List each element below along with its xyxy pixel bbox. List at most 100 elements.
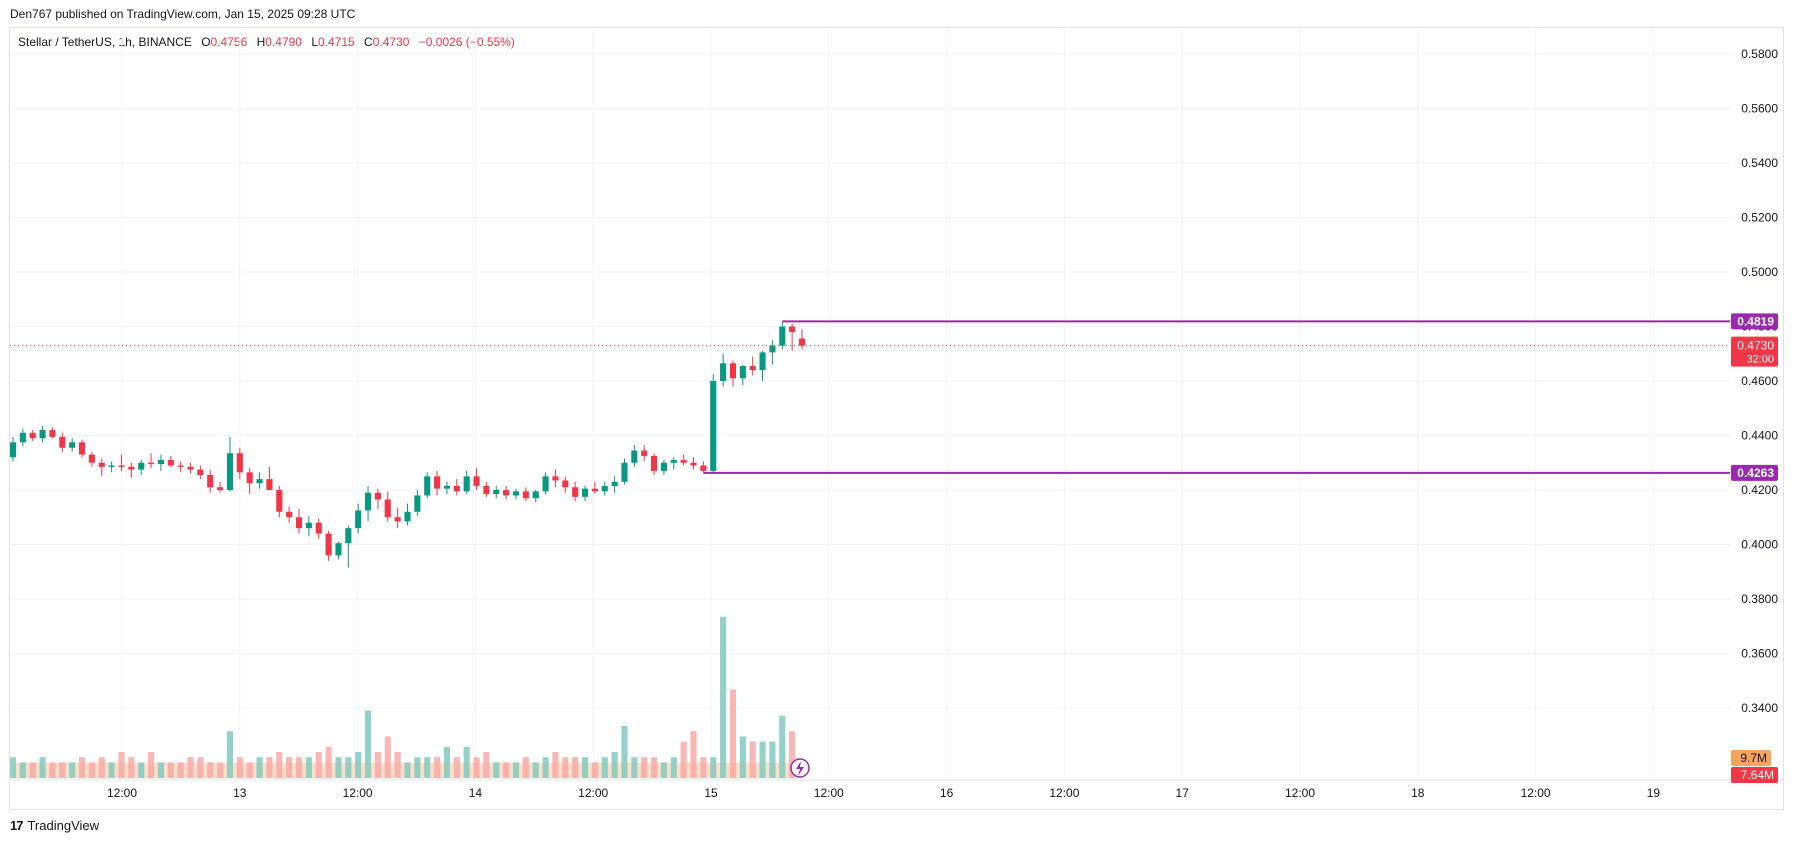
chart-frame: [9, 27, 1784, 810]
y-tick-label: 0.3600: [1741, 647, 1778, 661]
candle-body: [483, 485, 490, 495]
candle-body: [276, 490, 283, 512]
volume-bar: [611, 752, 618, 778]
candle-body: [532, 491, 539, 499]
candle-body: [9, 442, 17, 458]
candle-body: [325, 533, 332, 556]
candle-body: [453, 485, 460, 492]
volume-bar: [404, 762, 411, 778]
volume-bar: [266, 757, 273, 778]
candle-body: [197, 469, 204, 476]
volume-bar: [39, 757, 46, 778]
candle-body: [295, 517, 303, 529]
volume-bar: [9, 757, 17, 778]
volume-bar: [720, 616, 727, 778]
volume-bar: [384, 736, 391, 778]
candle-body: [315, 522, 322, 534]
candle-body: [463, 476, 470, 492]
footer-brand-label: TradingView: [27, 818, 100, 833]
volume-bar: [108, 762, 115, 778]
x-tick-label: 12:00: [578, 786, 608, 800]
candle-body: [562, 480, 569, 488]
volume-last-label: 7.64M: [1741, 768, 1774, 782]
volume-bar: [315, 752, 322, 778]
y-tick-label: 0.4600: [1741, 374, 1778, 388]
volume-bar: [769, 741, 776, 778]
x-tick-label: 12:00: [1521, 786, 1551, 800]
footer-brand[interactable]: 17 TradingView: [10, 818, 99, 833]
volume-bar: [710, 757, 717, 778]
volume-bar: [148, 752, 155, 778]
volume-bar: [207, 762, 214, 778]
high-key: H: [256, 35, 266, 49]
candle-body: [246, 472, 253, 484]
candle-body: [177, 465, 184, 467]
volume-bar: [118, 752, 125, 778]
volume-bar: [414, 757, 421, 778]
x-tick-label: 12:00: [1285, 786, 1315, 800]
volume-bar: [167, 762, 174, 778]
candle-body: [59, 436, 66, 448]
volume-bar: [59, 762, 66, 778]
volume-bar: [364, 710, 372, 778]
x-tick-label: 19: [1647, 786, 1661, 800]
volume-bar: [641, 757, 648, 778]
volume-bar: [286, 757, 293, 778]
x-tick-label: 18: [1411, 786, 1425, 800]
volume-bar: [453, 757, 460, 778]
candle-body: [493, 490, 500, 495]
volume-bar: [601, 757, 608, 778]
candle-body: [414, 495, 421, 512]
y-tick-label: 0.5400: [1741, 156, 1778, 170]
candle-body: [98, 462, 105, 467]
volume-bar: [246, 762, 253, 778]
volume-bar: [749, 741, 756, 778]
volume-bar: [591, 762, 598, 778]
candle-body: [128, 466, 135, 470]
y-tick-label: 0.4000: [1741, 538, 1778, 552]
candle-body: [364, 492, 372, 511]
volume-bar: [305, 757, 312, 778]
candle-body: [572, 487, 579, 497]
symbol-title[interactable]: Stellar / TetherUS, 1h, BINANCE: [18, 35, 192, 49]
volume-bar: [680, 741, 687, 778]
volume-bar: [572, 757, 579, 778]
volume-bar: [236, 757, 243, 778]
candle-body: [108, 465, 115, 467]
candle-body: [88, 454, 95, 463]
volume-ma-label: 9.7M: [1740, 751, 1767, 765]
volume-bar: [187, 757, 194, 778]
volume-bar: [493, 762, 500, 778]
level-price-tag: [1731, 313, 1778, 330]
candle-body: [700, 465, 707, 471]
volume-bar: [19, 762, 26, 778]
candle-body: [345, 528, 352, 544]
candle-body: [394, 517, 401, 522]
candle-body: [503, 490, 510, 496]
candle-body: [374, 492, 381, 500]
candle-body: [729, 363, 737, 379]
volume-bar: [473, 757, 480, 778]
publisher-line: Den767 published on TradingView.com, Jan…: [10, 7, 356, 21]
volume-bar: [88, 762, 95, 778]
candle-body: [49, 430, 56, 437]
candle-body: [157, 460, 164, 465]
volume-bar: [660, 762, 667, 778]
volume-bar: [276, 752, 283, 778]
volume-bar: [335, 757, 342, 778]
volume-last-tag: [1731, 767, 1778, 783]
candle-body: [335, 543, 342, 556]
volume-bar: [177, 762, 184, 778]
last-price-label: 0.4730: [1737, 339, 1774, 353]
candle-body: [473, 476, 480, 486]
candle-body: [621, 462, 628, 482]
candle-body: [581, 488, 589, 497]
open-value: 0.4756: [210, 35, 248, 49]
candle-body: [779, 326, 786, 346]
volume-bar: [69, 762, 76, 778]
x-tick-label: 16: [940, 786, 954, 800]
y-tick-label: 0.5600: [1741, 102, 1778, 116]
volume-bar: [581, 757, 589, 778]
candle-body: [29, 432, 36, 439]
